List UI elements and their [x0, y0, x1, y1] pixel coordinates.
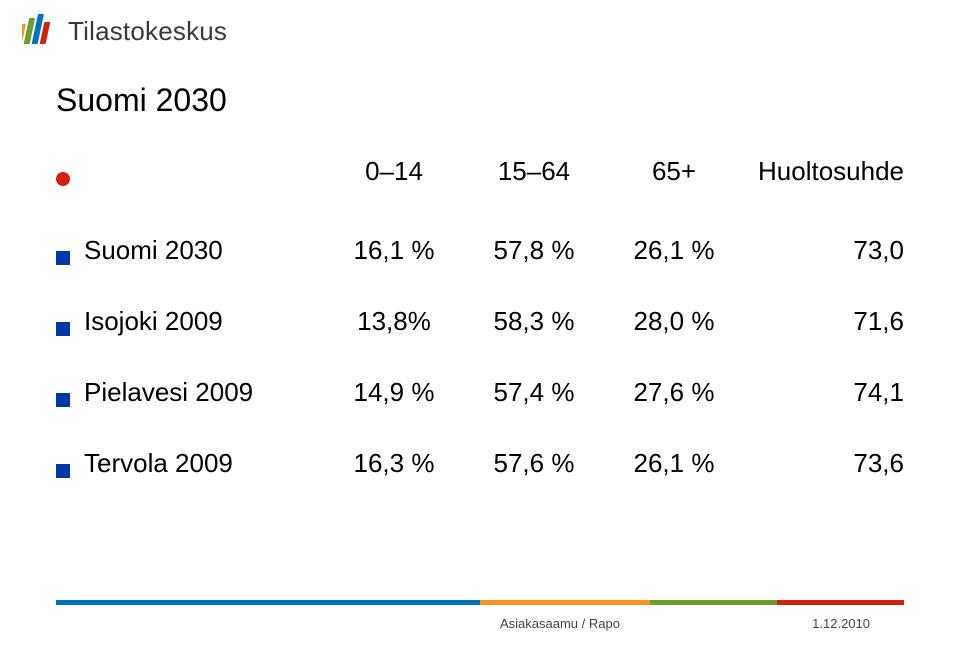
col-header: 15–64: [464, 156, 604, 187]
bullet-icon: [56, 393, 70, 407]
col-header: 0–14: [324, 156, 464, 187]
bullet-icon: [56, 322, 70, 336]
cell: 27,6 %: [604, 377, 744, 408]
table-row: Suomi 203016,1 %57,8 %26,1 %73,0: [56, 235, 896, 266]
cell: 73,0: [744, 235, 904, 266]
footer-bar-segment: [480, 600, 650, 605]
bullet-icon: [56, 172, 70, 186]
footer-left-text: Asiakasaamu / Rapo: [500, 616, 620, 631]
bullet-icon: [56, 464, 70, 478]
data-table: . 0–14 15–64 65+ Huoltosuhde Suomi 20301…: [56, 156, 896, 519]
brand-wordmark: Tilastokeskus: [68, 16, 227, 47]
row-label: Isojoki 2009: [84, 306, 324, 337]
footer-right-text: 1.12.2010: [812, 616, 870, 631]
row-label: Pielavesi 2009: [84, 377, 324, 408]
cell: 57,4 %: [464, 377, 604, 408]
cell: 28,0 %: [604, 306, 744, 337]
footer-bar-segment: [777, 600, 904, 605]
table-header-row: . 0–14 15–64 65+ Huoltosuhde: [56, 156, 896, 187]
bullet-icon: [56, 251, 70, 265]
footer-accent-bar: [56, 600, 904, 605]
cell: 58,3 %: [464, 306, 604, 337]
cell: 16,1 %: [324, 235, 464, 266]
cell: 57,6 %: [464, 448, 604, 479]
brand-header: Tilastokeskus: [22, 14, 227, 48]
footer-bar-segment: [650, 600, 777, 605]
table-row: Pielavesi 200914,9 %57,4 %27,6 %74,1: [56, 377, 896, 408]
cell: 73,6: [744, 448, 904, 479]
cell: 14,9 %: [324, 377, 464, 408]
slide-title: Suomi 2030: [56, 82, 227, 119]
table-row: Tervola 200916,3 %57,6 %26,1 %73,6: [56, 448, 896, 479]
cell: 16,3 %: [324, 448, 464, 479]
cell: 74,1: [744, 377, 904, 408]
col-header: 65+: [604, 156, 744, 187]
tilastokeskus-logo-icon: [22, 14, 56, 48]
row-label: Tervola 2009: [84, 448, 324, 479]
cell: 26,1 %: [604, 235, 744, 266]
row-label: Suomi 2030: [84, 235, 324, 266]
cell: 13,8%: [324, 306, 464, 337]
col-header: Huoltosuhde: [744, 156, 904, 187]
cell: 57,8 %: [464, 235, 604, 266]
footer-bar-segment: [56, 600, 480, 605]
table-row: Isojoki 200913,8%58,3 %28,0 %71,6: [56, 306, 896, 337]
cell: 71,6: [744, 306, 904, 337]
cell: 26,1 %: [604, 448, 744, 479]
slide: Tilastokeskus Suomi 2030 . 0–14 15–64 65…: [0, 0, 960, 655]
